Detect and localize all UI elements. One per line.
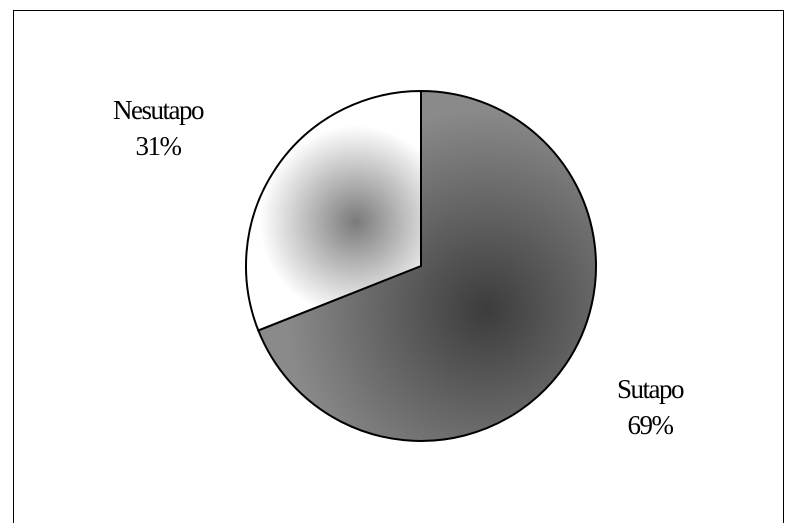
- slice-percent-nesutapo: 31%: [135, 131, 183, 161]
- slice-name-sutapo: Sutapo: [616, 374, 685, 404]
- pie-slice-sutapo: [256, 89, 597, 442]
- slice-label-sutapo: Sutapo 69%: [590, 371, 710, 443]
- slice-name-nesutapo: Nesutapo: [113, 95, 204, 125]
- pie-slice-nesutapo: [245, 89, 422, 332]
- slice-percent-sutapo: 69%: [627, 410, 675, 440]
- slice-label-nesutapo: Nesutapo 31%: [88, 92, 228, 164]
